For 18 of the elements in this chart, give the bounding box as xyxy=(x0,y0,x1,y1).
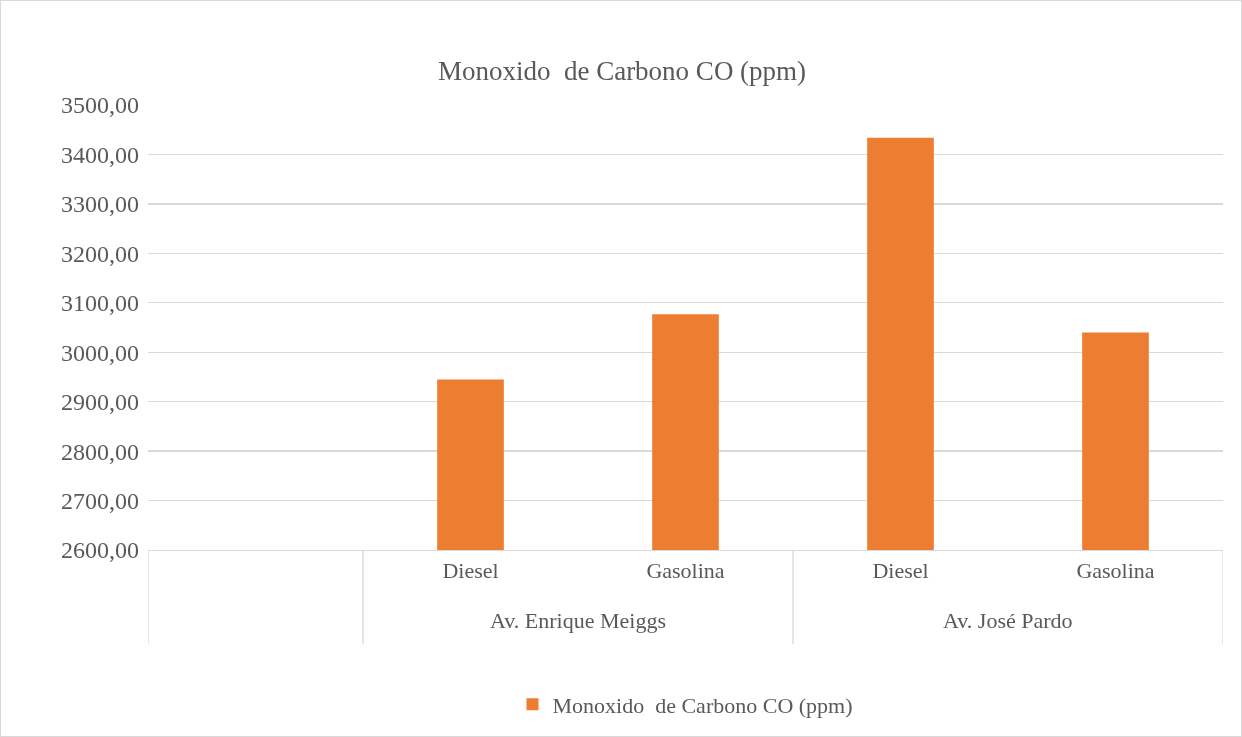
chart-title: Monoxido de Carbono CO (ppm) xyxy=(437,56,807,87)
y-tick-label: 2600,00 xyxy=(61,537,139,564)
x-tick-label: Gasolina xyxy=(646,557,725,583)
x-tick-label: Gasolina xyxy=(1076,557,1155,583)
y-tick-label: 2800,00 xyxy=(61,438,139,465)
y-tick-label: 2700,00 xyxy=(61,487,139,514)
text: Av. José Pardo xyxy=(943,608,1073,633)
x-tick-label: Diesel xyxy=(872,557,929,583)
y-tick-label: 3000,00 xyxy=(61,339,139,366)
y-tick-label: 3300,00 xyxy=(61,191,139,218)
y-tick-label: 3400,00 xyxy=(61,141,139,168)
legend-label: Monoxido de Carbono CO (ppm) xyxy=(552,692,853,718)
y-tick-label: 3500,00 xyxy=(61,92,139,119)
y-tick-label: 3200,00 xyxy=(61,240,139,267)
x-tick-label: Diesel xyxy=(442,557,499,583)
y-tick-label: 2900,00 xyxy=(61,389,139,416)
y-tick-label: 3100,00 xyxy=(61,290,139,317)
text: Av. Enrique Meiggs xyxy=(490,608,666,633)
